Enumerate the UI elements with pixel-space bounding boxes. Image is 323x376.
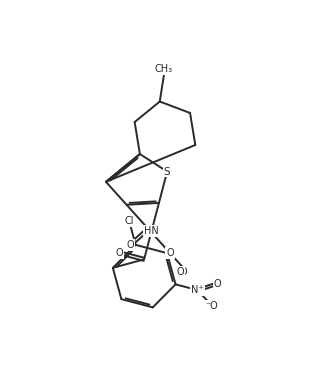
Text: ⁻O: ⁻O [205, 301, 218, 311]
Text: O: O [180, 267, 187, 277]
Text: N⁺: N⁺ [191, 285, 204, 295]
Text: CH₃: CH₃ [155, 64, 173, 74]
Text: S: S [164, 167, 171, 177]
Text: O: O [214, 279, 222, 289]
Text: HN: HN [144, 226, 159, 236]
Text: Cl: Cl [124, 217, 134, 226]
Text: O: O [177, 267, 184, 277]
Text: O: O [126, 240, 134, 250]
Text: O: O [115, 248, 123, 258]
Text: O: O [166, 248, 174, 258]
